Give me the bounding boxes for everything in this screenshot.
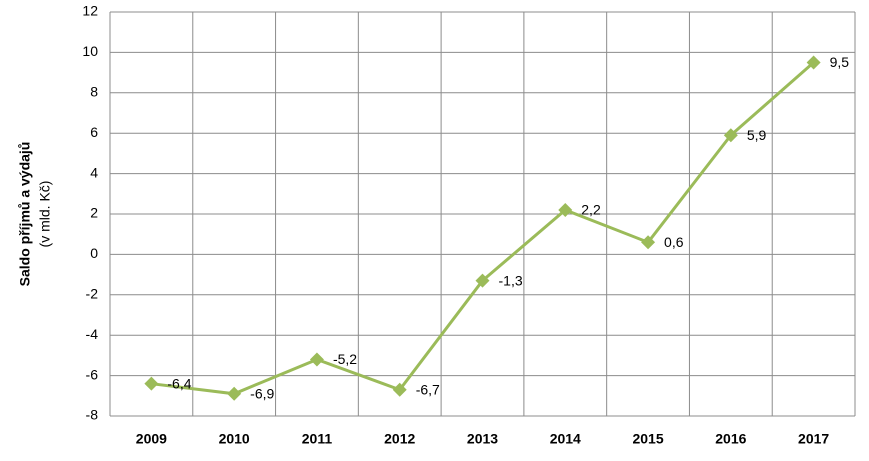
y-axis-title: Saldo příjmů a výdajů	[17, 142, 33, 287]
y-tick-label: 4	[90, 164, 98, 180]
data-label: -6,7	[416, 381, 440, 397]
data-label: -6,9	[250, 385, 274, 401]
data-point	[641, 235, 656, 250]
data-label: 5,9	[747, 127, 767, 143]
x-tick-label: 2015	[632, 431, 663, 447]
data-point	[806, 55, 821, 70]
y-tick-label: 8	[90, 84, 98, 100]
y-tick-label: -8	[86, 407, 99, 423]
y-tick-label: 0	[90, 245, 98, 261]
y-tick-label: 12	[82, 3, 98, 19]
data-point	[144, 376, 159, 391]
y-tick-label: 2	[90, 205, 98, 221]
data-label: 0,6	[664, 234, 684, 250]
data-point	[475, 273, 490, 288]
data-label: 9,5	[830, 54, 850, 70]
data-label: -6,4	[167, 375, 191, 391]
x-tick-label: 2017	[798, 431, 829, 447]
y-tick-label: -4	[86, 326, 99, 342]
x-tick-label: 2013	[467, 431, 498, 447]
data-point	[392, 382, 407, 397]
x-tick-label: 2012	[384, 431, 415, 447]
data-point	[723, 128, 738, 143]
data-point	[558, 202, 573, 217]
y-tick-label: 10	[82, 43, 98, 59]
data-label: -1,3	[499, 272, 523, 288]
x-tick-label: 2014	[550, 431, 581, 447]
y-tick-label: 6	[90, 124, 98, 140]
x-tick-label: 2016	[715, 431, 746, 447]
data-point	[227, 386, 242, 401]
x-tick-label: 2009	[136, 431, 167, 447]
y-tick-label: -2	[86, 286, 99, 302]
data-label: 2,2	[581, 202, 601, 218]
data-point	[309, 352, 324, 367]
x-tick-label: 2011	[302, 431, 333, 447]
x-tick-label: 2010	[219, 431, 250, 447]
y-tick-label: -6	[86, 366, 99, 382]
y-axis-subtitle: (v mld. Kč)	[37, 181, 53, 248]
data-line	[151, 61, 815, 396]
data-label: -5,2	[333, 351, 357, 367]
